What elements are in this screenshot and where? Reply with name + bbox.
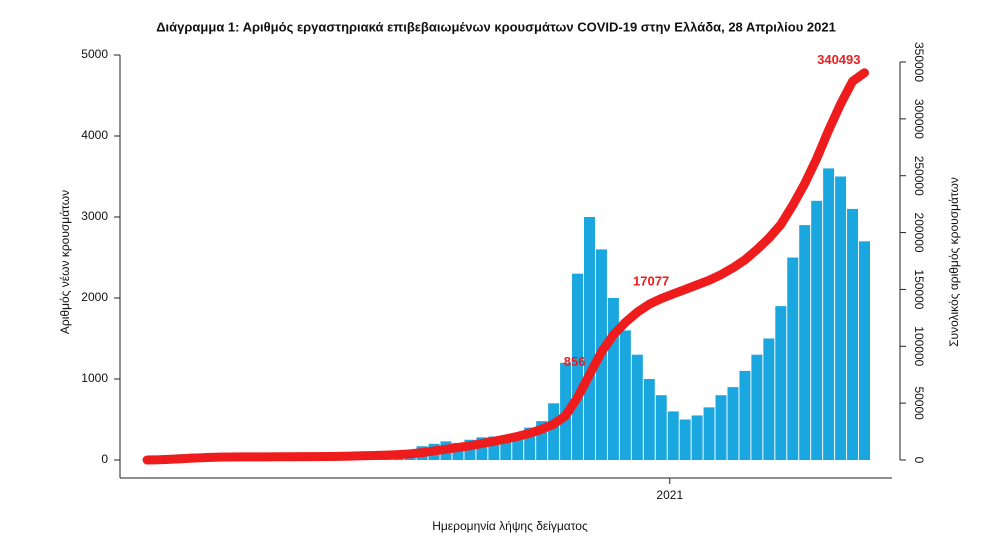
bar [715, 395, 727, 460]
bar [667, 411, 679, 460]
bar [524, 427, 536, 460]
bar [572, 273, 584, 460]
y2-axis-label: Συνολικός αριθμός κρουσμάτων [947, 177, 961, 347]
bar [583, 217, 595, 460]
bar [703, 407, 715, 460]
bar [859, 241, 871, 460]
bar [679, 419, 691, 460]
bar [512, 434, 524, 460]
y-tick-label: 2000 [81, 290, 108, 304]
annotation: 17077 [633, 273, 669, 288]
bar [835, 176, 847, 460]
bar [655, 395, 667, 460]
y-axis-label: Αριθμός νέων κρουσμάτων [58, 190, 72, 334]
chart-title: Διάγραμμα 1: Αριθμός εργαστηριακά επιβεβ… [156, 19, 836, 34]
y-tick-label: 0 [101, 452, 108, 466]
bar [847, 208, 859, 460]
bar [548, 403, 560, 460]
annotation: 856 [564, 354, 586, 369]
y2-tick-label: 100000 [912, 326, 926, 366]
bar [739, 370, 751, 460]
y-tick-label: 5000 [81, 47, 108, 61]
bar [727, 387, 739, 460]
y2-tick-label: 0 [912, 457, 926, 464]
bar [500, 435, 512, 460]
y2-tick-label: 150000 [912, 269, 926, 309]
bar [476, 437, 488, 460]
y-tick-label: 3000 [81, 209, 108, 223]
bar [607, 298, 619, 460]
bar [619, 330, 631, 460]
bar [631, 354, 643, 460]
bar [691, 415, 703, 460]
bar [536, 421, 548, 460]
y2-tick-label: 200000 [912, 213, 926, 253]
bar [763, 338, 775, 460]
x-tick-label: 2021 [656, 488, 683, 502]
bar [799, 225, 811, 460]
y2-tick-label: 350000 [912, 42, 926, 82]
annotation: 340493 [817, 52, 860, 67]
bar [787, 257, 799, 460]
y-tick-label: 4000 [81, 128, 108, 142]
bar [488, 436, 500, 460]
y2-tick-label: 50000 [912, 386, 926, 420]
bar [775, 306, 787, 460]
x-axis-label: Ημερομηνία λήψης δείγματος [432, 519, 588, 533]
y2-tick-label: 300000 [912, 99, 926, 139]
bar [643, 379, 655, 460]
bar [823, 168, 835, 460]
cumulative-line [142, 68, 870, 465]
y-tick-label: 1000 [81, 371, 108, 385]
y2-tick-label: 250000 [912, 156, 926, 196]
bar [811, 200, 823, 461]
bar [751, 354, 763, 460]
